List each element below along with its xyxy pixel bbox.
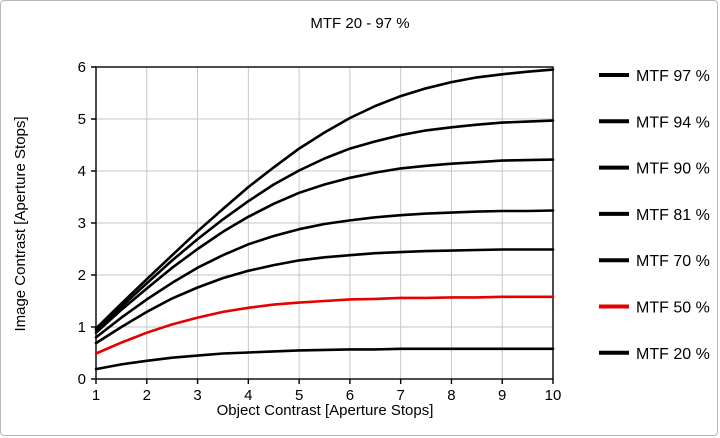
curve-mtf-50 xyxy=(94,295,555,355)
legend-item: MTF 70 % xyxy=(599,253,710,270)
legend-item: MTF 20 % xyxy=(599,346,710,363)
legend-item: MTF 81 % xyxy=(599,207,710,224)
y-tick-label: 3 xyxy=(78,215,86,232)
legend-label: MTF 90 % xyxy=(636,161,710,178)
legend-label: MTF 81 % xyxy=(636,207,710,224)
y-tick-label: 5 xyxy=(78,111,86,128)
x-tick-label: 3 xyxy=(193,387,201,404)
curve-mtf-70 xyxy=(94,248,555,345)
x-tick-label: 5 xyxy=(295,387,303,404)
curve-mtf-20 xyxy=(94,347,555,371)
curve-mtf-90 xyxy=(94,158,555,334)
y-tick-label: 1 xyxy=(78,319,86,336)
y-tick-label: 0 xyxy=(78,371,86,388)
y-tick-label: 2 xyxy=(78,267,86,284)
y-tick-label: 6 xyxy=(78,59,86,76)
x-tick-label: 8 xyxy=(447,387,455,404)
y-tick-label: 4 xyxy=(78,163,86,180)
curve-mtf-94 xyxy=(94,119,555,332)
x-tick-label: 9 xyxy=(498,387,506,404)
legend-item: MTF 97 % xyxy=(599,68,710,85)
legend-label: MTF 97 % xyxy=(636,68,710,85)
chart-title: MTF 20 - 97 % xyxy=(310,15,409,32)
x-tick-label: 2 xyxy=(143,387,151,404)
legend-item: MTF 50 % xyxy=(599,300,710,317)
x-tick-label: 1 xyxy=(92,387,100,404)
x-axis-label: Object Contrast [Aperture Stops] xyxy=(217,402,434,419)
legend-label: MTF 94 % xyxy=(636,114,710,131)
legend-label: MTF 20 % xyxy=(636,346,710,363)
legend-item: MTF 94 % xyxy=(599,114,710,131)
curve-mtf-81 xyxy=(94,209,555,339)
x-tick-label: 10 xyxy=(545,387,562,404)
x-tick-label: 6 xyxy=(346,387,354,404)
x-tick-label: 4 xyxy=(244,387,252,404)
legend: MTF 97 % MTF 94 % MTF 90 % MTF 81 % MTF 70 %… xyxy=(599,68,710,363)
x-tick-label: 7 xyxy=(396,387,404,404)
legend-label: MTF 50 % xyxy=(636,300,710,317)
legend-label: MTF 70 % xyxy=(636,253,710,270)
curve-mtf-97 xyxy=(94,68,555,330)
legend-item: MTF 90 % xyxy=(599,161,710,178)
y-axis-label: Image Contrast [Aperture Stops] xyxy=(12,116,29,331)
